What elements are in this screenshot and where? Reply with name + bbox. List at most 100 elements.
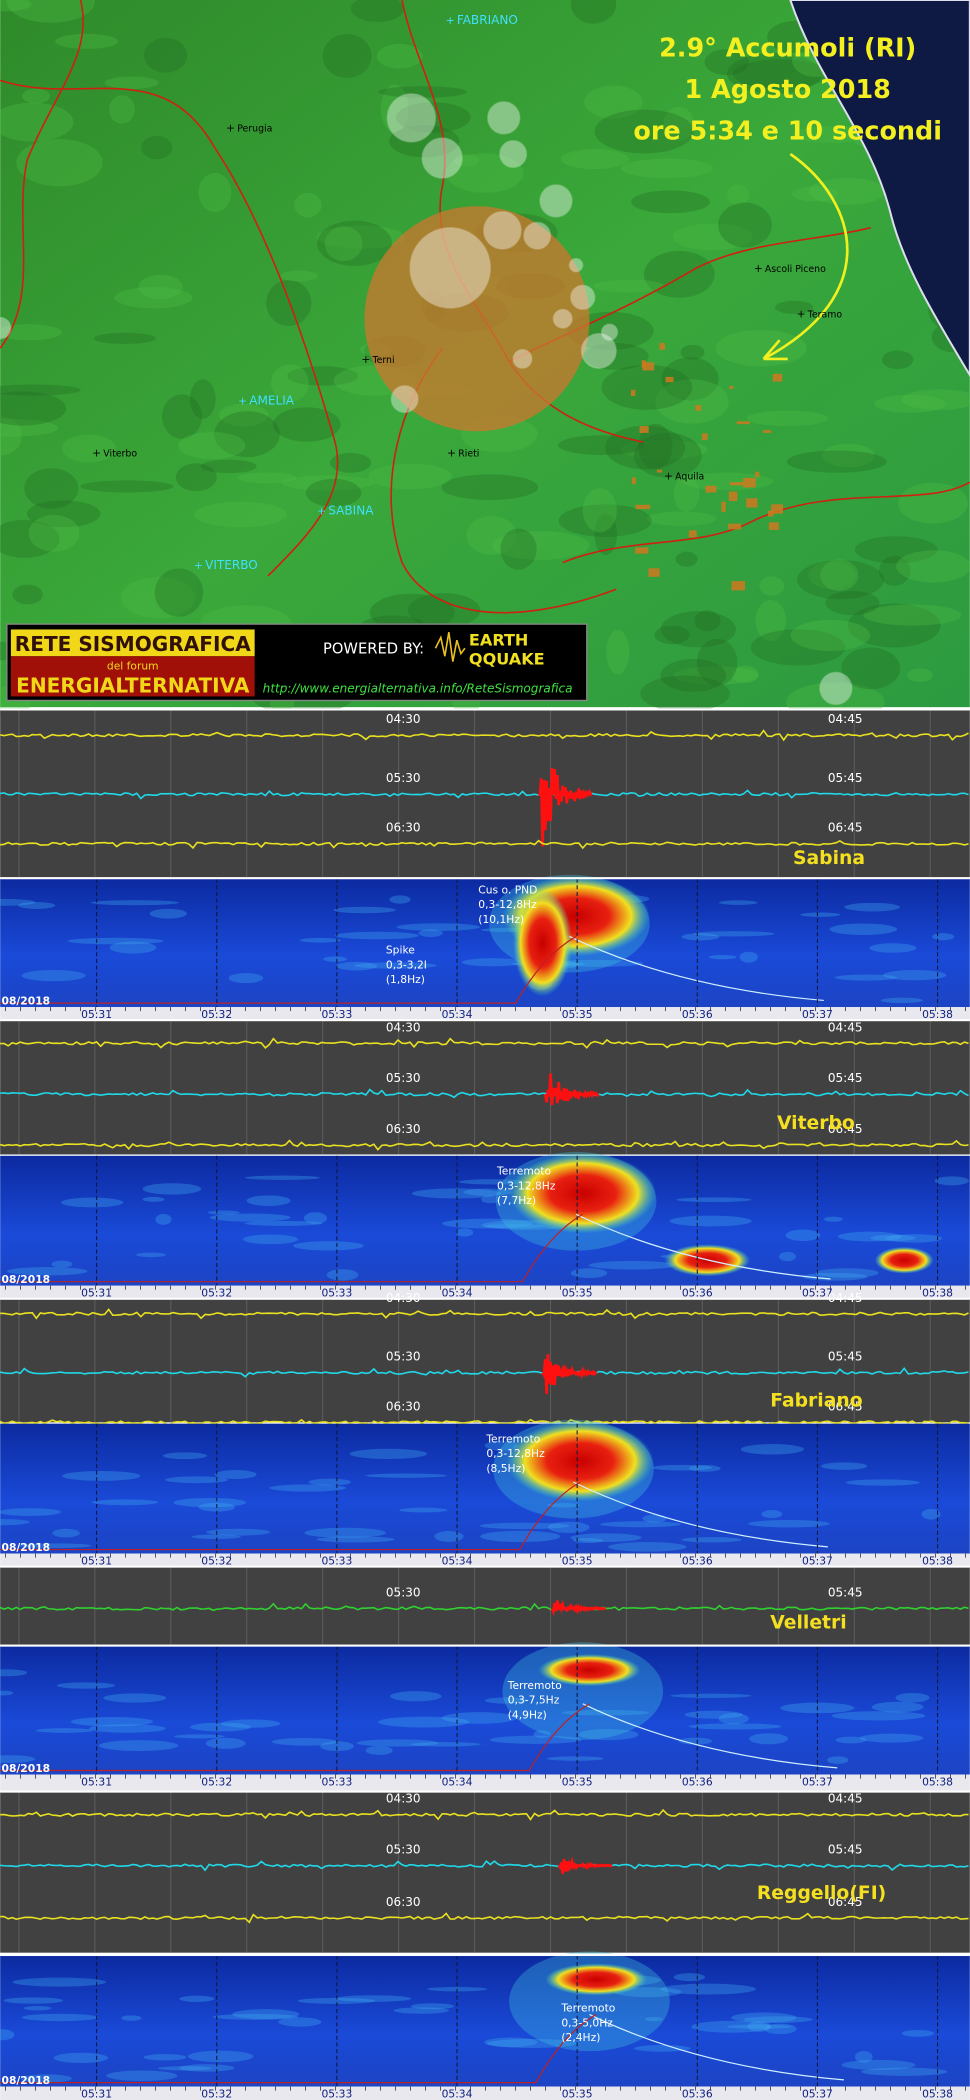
spectro-noise	[179, 1995, 215, 2002]
spectro-event-core	[513, 889, 573, 997]
spectro-noise	[821, 1462, 868, 1470]
time-axis	[0, 1007, 970, 1021]
spectro-noise	[678, 1737, 713, 1745]
date-label: 08/2018	[2, 2074, 51, 2087]
spectro-noise	[396, 923, 480, 931]
row-time-left: 04:30	[386, 1020, 421, 1034]
spectro-noise	[747, 2021, 772, 2032]
terrain	[368, 463, 452, 490]
row-time-right: 05:45	[828, 1350, 863, 1364]
spectro-noise	[829, 923, 897, 935]
terrain	[491, 531, 590, 560]
spectro-noise	[209, 1213, 291, 1222]
terrain	[750, 629, 846, 666]
spectro-noise	[486, 2038, 577, 2048]
border	[0, 0, 84, 349]
spectro-noise	[356, 1739, 439, 1747]
base-curve	[0, 2013, 597, 2084]
sea	[789, 0, 970, 378]
quake-circle	[819, 671, 853, 706]
terrain	[601, 364, 693, 410]
date-label: 08/2018	[2, 1541, 51, 1554]
annotation: 0,3-12,8Hz	[478, 898, 537, 911]
spectro-event	[545, 1963, 648, 1996]
spectro-noise	[761, 1509, 783, 1519]
terrain	[746, 410, 829, 427]
spectro-noise	[349, 1448, 428, 1459]
place-label: Perugia	[237, 123, 272, 134]
spectro-noise	[688, 1723, 782, 1730]
spectro-noise	[142, 1196, 165, 1202]
time-label: 05:36	[682, 2087, 713, 2100]
quake-circle	[499, 139, 528, 169]
spectrogram	[0, 1155, 970, 1286]
terrain	[774, 300, 814, 314]
spectro-noise	[634, 2044, 691, 2052]
place-marker: +	[754, 262, 763, 275]
time-label: 05:33	[321, 1286, 352, 1299]
relief	[695, 404, 702, 411]
spectro-noise	[62, 1470, 141, 1481]
terrain	[808, 561, 856, 590]
terrain	[759, 576, 785, 596]
terrain	[901, 389, 970, 411]
place-marker: +	[226, 121, 235, 134]
time-label: 05:38	[922, 1008, 953, 1021]
terrain	[874, 394, 946, 413]
seismo-panel	[0, 1791, 970, 1953]
quake-circle	[523, 221, 552, 250]
decay-curve	[582, 1703, 838, 1769]
spectro-noise	[673, 1973, 706, 1982]
annotation: Spike	[386, 944, 415, 957]
spectro-noise	[293, 1241, 364, 1251]
terrain	[594, 109, 694, 154]
spectro-noise	[70, 1717, 154, 1727]
spectro-noise	[187, 2050, 254, 2063]
quake-circle	[482, 210, 522, 250]
row-time-right: 05:45	[828, 771, 863, 785]
row-time-right: 06:45	[828, 1122, 863, 1136]
spectro-noise	[835, 1736, 867, 1744]
spectro-noise	[588, 1260, 677, 1270]
spectro-noise	[121, 2015, 142, 2021]
spectro-noise	[205, 1737, 246, 1749]
time-label: 05:31	[81, 1554, 112, 1567]
terrain	[0, 384, 81, 396]
terrain	[715, 329, 807, 367]
relief	[659, 343, 666, 350]
time-axis	[0, 1774, 970, 1791]
terrain	[280, 270, 318, 282]
terrain	[324, 226, 363, 262]
spectro-noise	[740, 1444, 804, 1455]
relief	[665, 376, 674, 383]
terrain	[329, 452, 372, 473]
relief	[688, 530, 697, 538]
spectro-noise	[676, 1197, 752, 1203]
spectro-noise	[684, 1710, 744, 1719]
logo-line1: RETE SISMOGRAFICA	[15, 632, 251, 656]
spectro-noise	[53, 2052, 109, 2064]
spectro-noise	[271, 1737, 339, 1746]
spectrogram	[0, 1955, 970, 2087]
terrain	[582, 488, 617, 533]
terrain	[907, 668, 934, 682]
terrain	[620, 439, 708, 460]
terrain	[369, 593, 455, 632]
spectro-noise	[393, 2007, 450, 2014]
terrain	[28, 514, 80, 552]
terrain	[631, 190, 710, 214]
decay-curve	[589, 2013, 844, 2081]
spectro-noise	[51, 1260, 73, 1268]
annotation: 0,3-12,8Hz	[486, 1447, 545, 1460]
terrain	[200, 459, 257, 474]
annotation: Terremoto	[485, 1432, 540, 1445]
terrain	[663, 106, 695, 141]
row-time-left: 05:30	[386, 771, 421, 785]
spectro-noise	[743, 2016, 813, 2023]
terrain	[316, 225, 406, 249]
spectro-noise	[6, 1267, 88, 1276]
spectro-noise	[547, 1503, 581, 1508]
terrain	[863, 604, 962, 626]
relief	[728, 523, 742, 530]
